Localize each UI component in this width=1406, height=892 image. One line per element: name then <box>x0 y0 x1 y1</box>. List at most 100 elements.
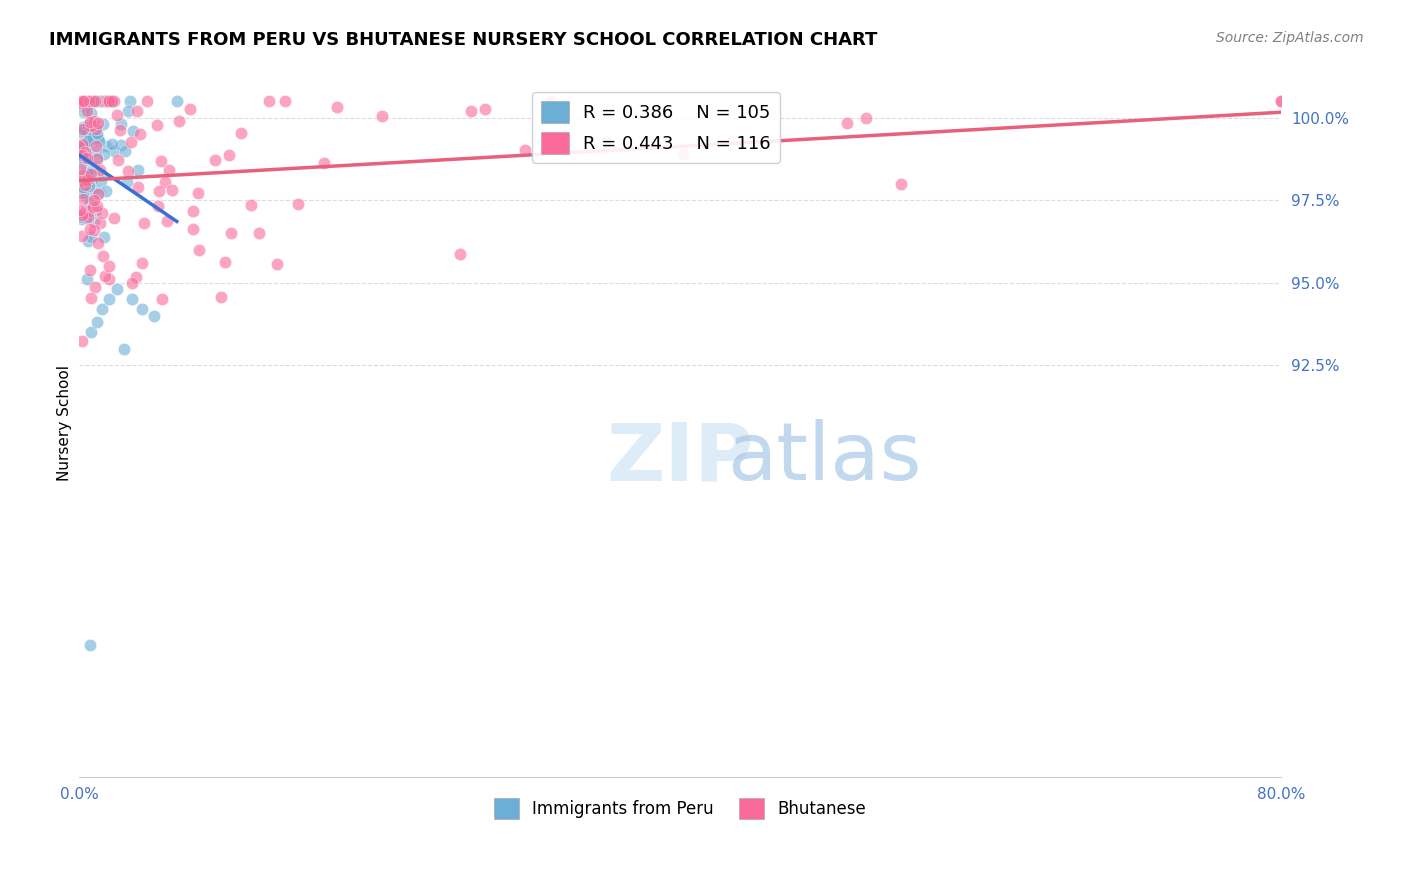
Point <box>84 183 107 197</box>
Point <box>94 138 117 153</box>
Point <box>77 179 100 194</box>
Point <box>98 95 121 109</box>
Point <box>157 163 180 178</box>
Point <box>73 169 96 183</box>
Point <box>70 95 93 109</box>
Point <box>98 259 121 273</box>
Point <box>96 95 118 109</box>
Point <box>274 95 297 109</box>
Point <box>83 114 105 128</box>
Point <box>150 153 173 168</box>
Point <box>91 206 114 220</box>
Point <box>855 111 877 125</box>
Point <box>240 198 263 212</box>
Point <box>69 125 91 139</box>
Point <box>160 183 183 197</box>
Point <box>79 638 101 652</box>
Point <box>84 138 107 153</box>
Point <box>103 144 125 158</box>
Point <box>79 95 101 109</box>
Point <box>73 95 96 109</box>
Point <box>75 151 97 165</box>
Point <box>72 121 94 136</box>
Point <box>596 135 619 149</box>
Point <box>86 151 108 165</box>
Point <box>287 196 309 211</box>
Point <box>127 180 149 194</box>
Point <box>72 186 94 200</box>
Point <box>94 184 117 198</box>
Point <box>72 179 94 194</box>
Point <box>69 122 91 136</box>
Point <box>75 100 97 114</box>
Point <box>79 194 101 209</box>
Point <box>72 99 94 113</box>
Point <box>89 216 111 230</box>
Point <box>150 292 173 306</box>
Point <box>69 202 91 217</box>
Point <box>209 290 232 304</box>
Point <box>79 166 101 180</box>
Point <box>89 163 111 178</box>
Point <box>93 95 115 109</box>
Point <box>79 203 101 218</box>
Point <box>72 174 94 188</box>
Point <box>82 95 104 109</box>
Point <box>82 95 104 109</box>
Point <box>75 147 97 161</box>
Point <box>117 163 139 178</box>
Point <box>460 104 482 119</box>
Point <box>121 276 143 290</box>
Point <box>153 176 176 190</box>
Point <box>87 187 110 202</box>
Point <box>89 95 111 109</box>
Point <box>79 263 101 277</box>
Point <box>87 235 110 250</box>
Point <box>76 118 98 132</box>
Point <box>76 151 98 165</box>
Point <box>76 134 98 148</box>
Point <box>72 95 94 109</box>
Point <box>146 118 169 132</box>
Point <box>69 161 91 176</box>
Point <box>115 175 138 189</box>
Point <box>86 199 108 213</box>
Point <box>87 186 110 201</box>
Point <box>105 108 128 122</box>
Point <box>127 163 149 178</box>
Point <box>75 137 97 152</box>
Point <box>94 95 117 109</box>
Point <box>86 315 108 329</box>
Point <box>69 145 91 160</box>
Point <box>79 131 101 145</box>
Point <box>84 95 107 109</box>
Point <box>120 135 142 149</box>
Point <box>167 114 190 128</box>
Point <box>218 147 240 161</box>
Point <box>97 95 120 109</box>
Point <box>143 309 166 323</box>
Point <box>76 104 98 119</box>
Point <box>114 145 136 159</box>
Point <box>70 148 93 162</box>
Point <box>73 153 96 168</box>
Point <box>94 95 117 109</box>
Point <box>73 180 96 194</box>
Point <box>83 193 105 207</box>
Point <box>80 174 103 188</box>
Point <box>76 124 98 138</box>
Point <box>90 168 112 182</box>
Point <box>73 205 96 219</box>
Point <box>204 153 226 168</box>
Point <box>131 256 153 270</box>
Point <box>77 235 100 249</box>
Point <box>90 95 112 109</box>
Point <box>148 184 170 198</box>
Point <box>100 136 122 151</box>
Point <box>91 248 114 262</box>
Point <box>86 152 108 166</box>
Point <box>76 271 98 285</box>
Point <box>314 156 336 170</box>
Point <box>70 140 93 154</box>
Point <box>76 95 98 109</box>
